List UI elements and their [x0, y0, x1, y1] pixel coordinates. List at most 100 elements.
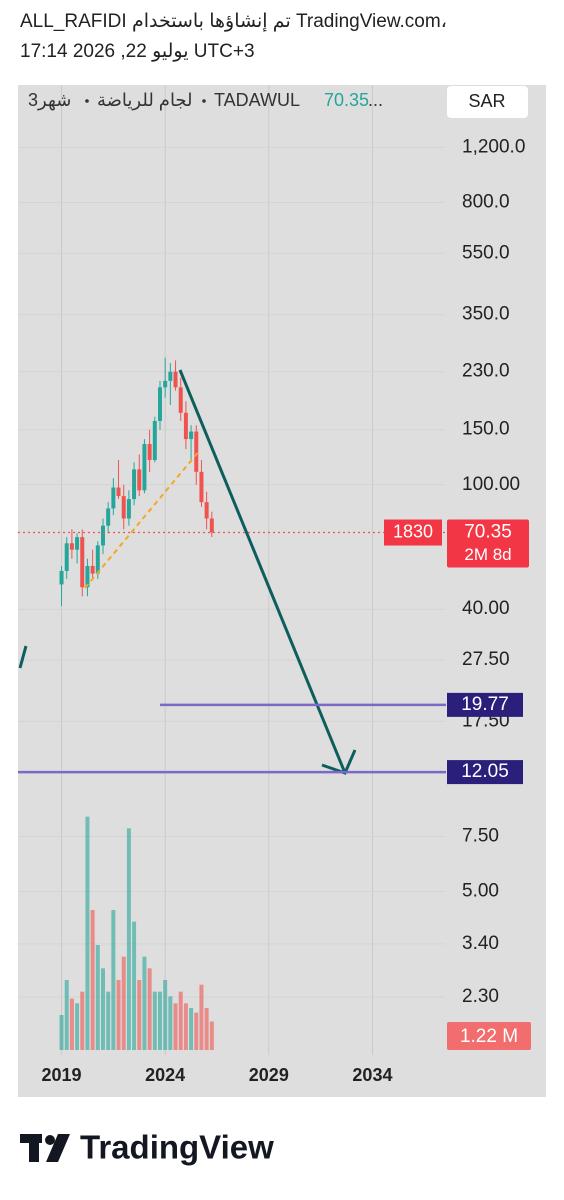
volume-bar [90, 910, 95, 1050]
volume-bar [95, 945, 100, 1050]
countdown: 2M 8d [464, 545, 511, 564]
hline-label: 12.05 [461, 761, 509, 782]
candle-body [106, 508, 111, 526]
candle-body [163, 380, 168, 388]
volume-label-box [447, 1022, 531, 1050]
candle-body [132, 469, 137, 500]
candle-body [147, 444, 152, 461]
y-tick-label: 2.30 [462, 986, 499, 1007]
volume-bar [69, 998, 74, 1050]
volume-label: 1.22 M [460, 1026, 518, 1047]
volume-bar [168, 996, 173, 1050]
drawing [18, 645, 28, 669]
candle-body [126, 499, 131, 519]
candle-body [173, 371, 178, 388]
plot [18, 85, 445, 1055]
volume-bar [59, 1015, 64, 1050]
volume-bar [126, 828, 131, 1050]
brand: TradingView [80, 1129, 274, 1166]
volume-bar [189, 1008, 194, 1050]
y-tick-label: 7.50 [462, 825, 499, 846]
volume-bar [111, 910, 116, 1050]
candle-body [209, 518, 214, 533]
y-tick-label: 550.0 [462, 242, 510, 263]
volume-bar [142, 956, 147, 1050]
volume-bar [121, 956, 126, 1050]
volume-bar [80, 991, 85, 1050]
legend-more: ... [368, 90, 383, 110]
volume-bar [100, 968, 105, 1050]
currency-box[interactable] [447, 86, 528, 118]
logo [20, 1134, 70, 1162]
x-tick-label: 2029 [249, 1065, 289, 1085]
candle-body [178, 387, 183, 413]
y-tick-label: 27.50 [462, 649, 510, 670]
currency: SAR [468, 91, 505, 111]
candle-body [85, 565, 90, 588]
header-line: 17:14 2026 ,22 يوليو UTC+3 [20, 41, 255, 62]
x-tick-label: 2019 [42, 1065, 82, 1085]
y-tick-label: 1,200.0 [462, 136, 525, 157]
separator [202, 99, 206, 103]
volume-bar [194, 1012, 199, 1050]
volume-bar [209, 1021, 214, 1050]
volume-bar [199, 984, 204, 1050]
y-tick-label: 230.0 [462, 361, 510, 382]
volume-bar [204, 1008, 209, 1050]
legend-interval: 3شهر [28, 90, 71, 111]
candle-body [121, 496, 126, 519]
candle-body [100, 525, 105, 546]
volume-bar [137, 980, 142, 1050]
legend-exchange: TADAWUL [214, 90, 300, 110]
x-tick-label: 2034 [352, 1065, 392, 1085]
candle-body [80, 537, 85, 588]
volume-bar [132, 921, 137, 1050]
volume-bar [85, 816, 90, 1050]
header-line: ALL_RAFIDI تم إنشاؤها باستخدام TradingVi… [20, 11, 447, 33]
volume-bar [75, 1003, 80, 1050]
candle-body [194, 431, 199, 472]
separator [85, 99, 89, 103]
volume-bar [173, 1003, 178, 1050]
volume-bar [147, 968, 152, 1050]
candle-body [183, 412, 188, 440]
volume-bar [64, 980, 69, 1050]
y-tick-label: 5.00 [462, 881, 499, 902]
candle-body [199, 471, 204, 503]
candle-body [116, 487, 121, 497]
legend-symbol: لجام للرياضة [97, 90, 193, 111]
candle-body [75, 537, 80, 550]
y-tick-label: 40.00 [462, 598, 510, 619]
candle-body [59, 570, 64, 585]
candle-body [90, 565, 95, 574]
y-tick-label: 100.00 [462, 474, 520, 495]
volume-bar [178, 991, 183, 1050]
y-tick-label: 350.0 [462, 304, 510, 325]
candle-body [204, 502, 209, 519]
hline-label-box [447, 760, 523, 785]
candle-body [95, 545, 100, 574]
candle-body [69, 543, 74, 550]
last-price-box [447, 519, 529, 568]
volume-bar [116, 980, 121, 1050]
candle-body [64, 543, 69, 571]
candle-body [142, 444, 147, 491]
volume-bar [163, 980, 168, 1050]
candle-body [137, 469, 142, 491]
hline-label-box [447, 692, 523, 717]
volume-bar [157, 991, 162, 1050]
volume-bar [152, 991, 157, 1050]
trend-line [84, 449, 201, 589]
price-tag-box [384, 519, 442, 546]
x-tick-label: 2024 [145, 1065, 185, 1085]
price-tag: 1830 [393, 521, 433, 541]
hline-label: 19.77 [461, 694, 509, 715]
y-tick-label: 150.0 [462, 419, 510, 440]
volume-bar [183, 1003, 188, 1050]
y-tick-label: 3.40 [462, 933, 499, 954]
candle-body [189, 431, 194, 440]
candle-body [152, 420, 157, 461]
candle-body [168, 371, 173, 381]
